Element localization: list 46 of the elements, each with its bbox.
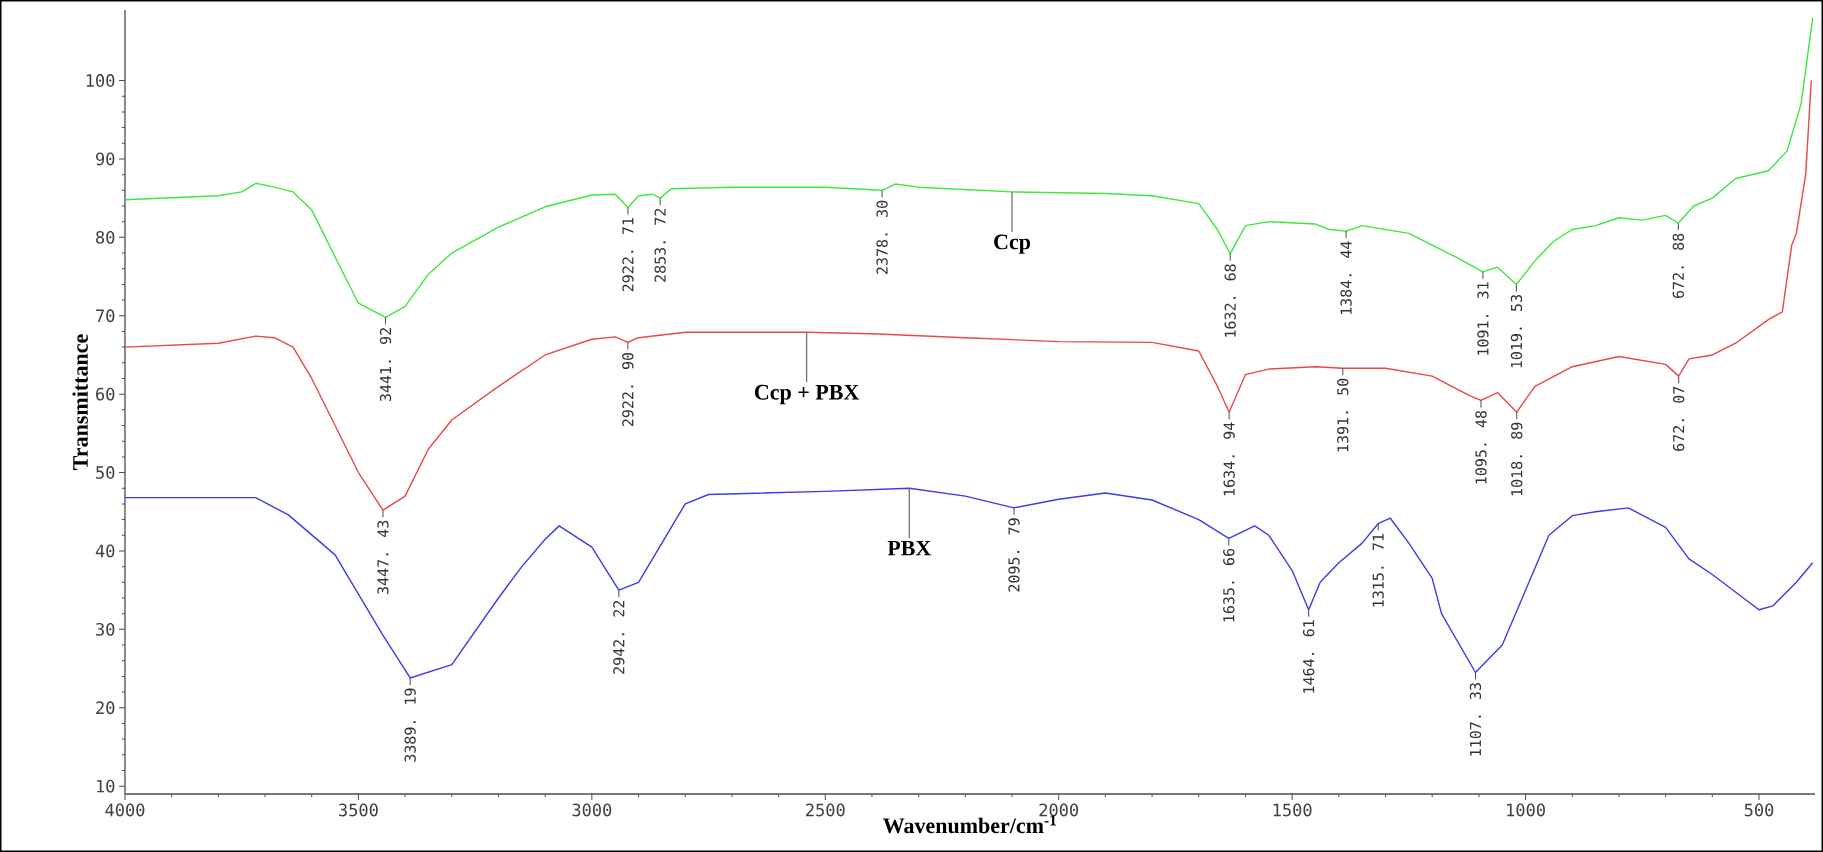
annotation: 1107. 33 [1469, 683, 1482, 756]
y-tick-label: 30 [96, 622, 115, 636]
annotation: 2942. 22 [613, 600, 625, 674]
y-tick-label: 40 [95, 544, 115, 558]
x-tick-label: 3000 [572, 803, 612, 817]
annotation: 1018. 89 [1511, 422, 1523, 496]
annotation: 1391. 50 [1337, 378, 1349, 452]
y-tick-label: 80 [96, 230, 115, 244]
y-tick-label: 70 [96, 309, 115, 323]
y-tick-label: 50 [96, 466, 115, 479]
x-tick-label: 4000 [105, 803, 145, 817]
annotation: 1091. 31 [1477, 282, 1489, 355]
annotation: 1095. 48 [1475, 410, 1487, 484]
x-tick-label: 1000 [1507, 803, 1545, 817]
annotation: 2378. 30 [876, 200, 888, 274]
annotation: 1632. 68 [1224, 264, 1236, 337]
annotation: 1384. 44 [1340, 241, 1352, 315]
text: PBX [887, 540, 932, 556]
x-tick-label: 500 [1744, 803, 1774, 817]
annotation: 1634. 94 [1223, 422, 1235, 496]
annotation: 2922. 90 [622, 352, 634, 427]
y-tick-label: 10 [97, 779, 115, 793]
text: Ccp + PBX [754, 384, 860, 405]
series-label: Ccp [994, 234, 1031, 254]
y-tick-label: 100 [86, 74, 115, 87]
annotation: 2922. 71 [622, 218, 634, 292]
annotation: 3441. 92 [379, 328, 392, 402]
annotation: 1635. 66 [1223, 548, 1235, 622]
annotation: 1019. 53 [1510, 295, 1523, 368]
y-axis-title: Transmittance [72, 334, 88, 470]
annotation: 672. 07 [1672, 386, 1685, 451]
y-tick-label: 20 [96, 701, 115, 715]
annotation: 3447. 43 [377, 520, 389, 594]
x-tick-label: 2000 [1039, 803, 1079, 817]
x-tick-label: 1500 [1273, 803, 1312, 817]
y-tick-label: 90 [96, 152, 115, 166]
annotation: 2853. 72 [654, 208, 666, 282]
annotation: 1315. 71 [1372, 534, 1384, 607]
x-axis-title: Wavenumber/cm$^{-1}$ [882, 815, 1057, 834]
y-tick-label: 60 [96, 387, 115, 401]
x-tick-label: 2500 [806, 803, 845, 817]
annotation: 3389. 19 [404, 688, 416, 762]
annotation: 672. 88 [1672, 233, 1684, 298]
annotation: 2095. 79 [1008, 518, 1020, 592]
x-tick-label: 3500 [339, 803, 378, 817]
annotation: 1464. 61 [1302, 620, 1315, 693]
